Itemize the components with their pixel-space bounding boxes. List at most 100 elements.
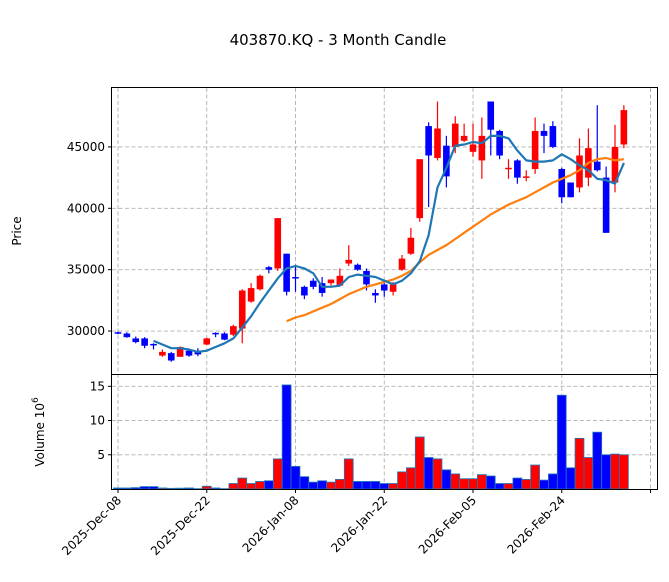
candle [114, 331, 122, 335]
candle [558, 167, 566, 204]
volume-bar [335, 479, 345, 490]
candle [221, 332, 228, 341]
volume-bar [370, 481, 381, 490]
candle [567, 182, 574, 198]
x-tick-label: 2026-Jan-22 [328, 493, 390, 555]
volume-bar [272, 458, 283, 490]
price-panel: 30000 35000 40000 45000 Price [10, 87, 658, 375]
volume-bar [459, 478, 469, 490]
candle [274, 218, 282, 271]
candle-body [496, 130, 503, 156]
volume-bar [521, 479, 532, 490]
volume-bar [343, 458, 354, 490]
candle [265, 265, 273, 274]
volume-bar [592, 431, 603, 490]
volume-bar [317, 480, 327, 490]
candle [283, 253, 290, 296]
candle [203, 337, 211, 346]
candle-body [443, 145, 450, 177]
candle-body [238, 290, 246, 329]
candle-body [123, 333, 131, 338]
candle [443, 135, 450, 188]
candle [354, 263, 361, 271]
candle-body [132, 338, 140, 343]
candle [167, 351, 175, 362]
candle [416, 159, 424, 222]
candle [185, 349, 193, 357]
x-tick-label: 2026-Feb-05 [416, 493, 479, 556]
candle-body [114, 332, 122, 334]
volume-bar [352, 481, 363, 490]
candle-body [176, 346, 184, 357]
candle [159, 349, 166, 357]
volume-bar [210, 487, 221, 490]
volume-bar [539, 479, 549, 490]
price-gridlines [112, 88, 657, 374]
candle-body [531, 130, 539, 170]
candle [425, 122, 432, 208]
candle [309, 278, 317, 290]
y-tick-label: 40000 [67, 201, 105, 215]
candle [549, 121, 557, 149]
candle-body [434, 128, 441, 158]
candle-body [567, 182, 574, 198]
volume-bar [290, 466, 301, 490]
candle [469, 123, 477, 157]
candle [327, 279, 335, 286]
x-tick-label: 2026-Feb-24 [504, 493, 567, 556]
candle [212, 332, 219, 338]
candle [301, 285, 308, 300]
volume-y-axis: 5 10 15 [90, 379, 112, 462]
candle-body [487, 101, 495, 130]
volume-axis-label: Volume 106 [31, 397, 47, 467]
candle-body [372, 292, 379, 296]
volume-panel: 5 10 15 Volume 106 [31, 374, 658, 490]
price-axis-label: Price [10, 216, 24, 245]
candle-body [230, 326, 237, 335]
volume-bar [326, 481, 336, 490]
volume-bar [619, 454, 629, 490]
candle-body [407, 237, 415, 254]
price-y-axis: 30000 35000 40000 45000 [67, 140, 112, 338]
candle [150, 343, 157, 350]
volume-bar [237, 477, 248, 490]
volume-bar [228, 483, 239, 490]
candle [620, 105, 628, 149]
candle-body [522, 176, 530, 178]
candle [238, 289, 246, 344]
candle-body [354, 264, 361, 270]
candle [505, 159, 512, 179]
volume-bar [397, 471, 407, 490]
volume-bar [601, 454, 611, 490]
volume-bar [432, 458, 443, 490]
ma5-line [153, 134, 625, 353]
volume-bar [166, 487, 177, 490]
moving-average-lines [153, 134, 625, 353]
volume-bar [512, 477, 523, 490]
volume-bar [610, 453, 620, 490]
candle-body [185, 350, 193, 356]
volume-bar [468, 478, 478, 490]
candle-body [318, 283, 326, 293]
candle [247, 283, 255, 303]
candle [292, 264, 299, 292]
volume-bar [184, 487, 194, 490]
volume-bar [379, 483, 390, 490]
candle [531, 117, 539, 174]
volume-bar [450, 473, 461, 490]
candle-body [327, 279, 335, 284]
volume-bar [130, 487, 141, 490]
candle [336, 268, 344, 286]
x-tick-label: 2025-Dec-22 [148, 493, 213, 558]
volume-bar [113, 487, 123, 490]
volume-bar [548, 473, 558, 490]
candle [256, 274, 264, 291]
volume-bar [441, 469, 452, 490]
candle-body [593, 161, 601, 171]
candle [522, 170, 530, 182]
candle [434, 101, 441, 161]
candle-body [141, 338, 148, 346]
x-axis: 2025-Dec-08 2025-Dec-22 2026-Jan-08 2026-Ja… [59, 489, 651, 558]
candle [230, 324, 237, 336]
